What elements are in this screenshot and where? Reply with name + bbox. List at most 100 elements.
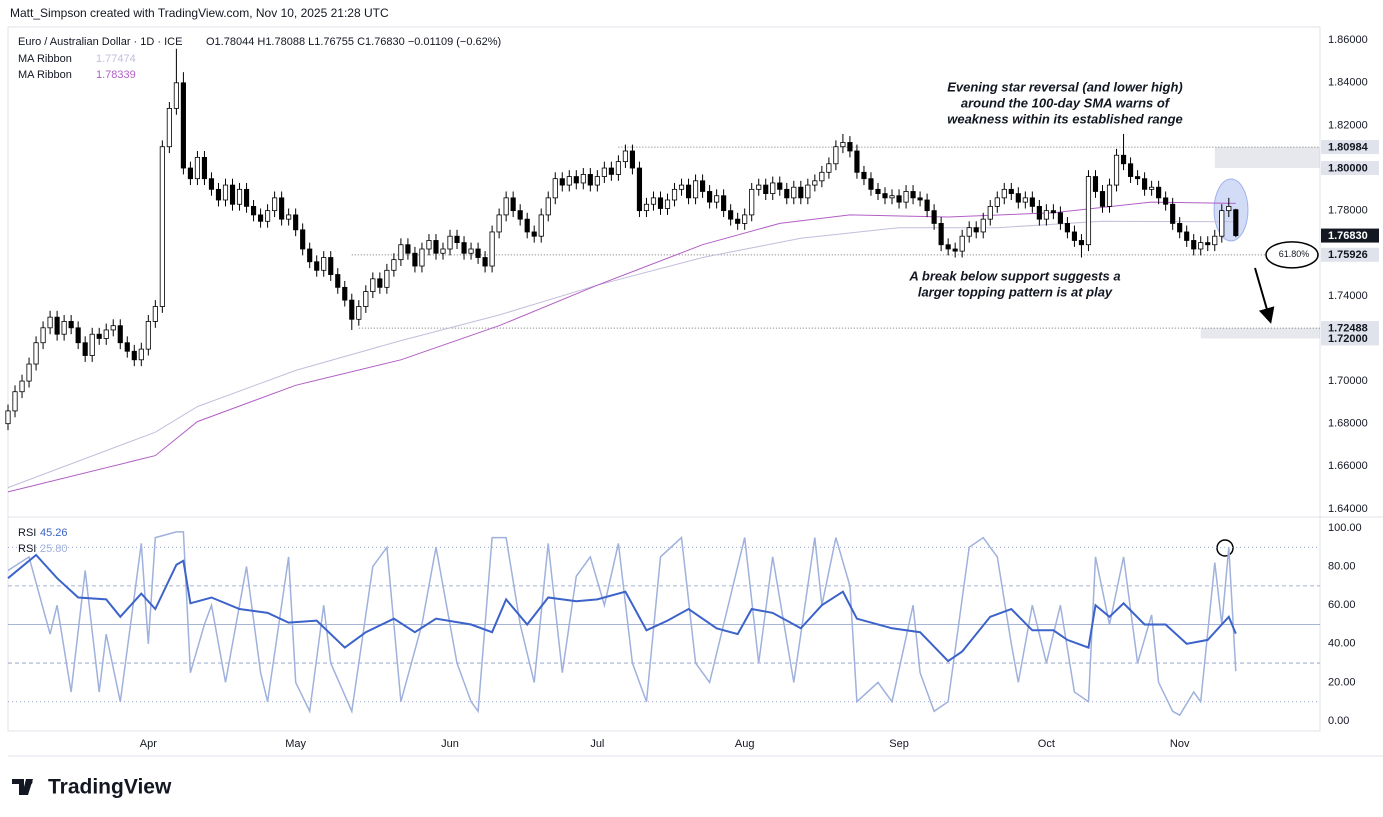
candle-body <box>615 161 621 175</box>
candle-body <box>938 223 944 246</box>
candle-body <box>314 261 320 271</box>
candle-body <box>826 163 832 173</box>
candle-body <box>370 278 376 292</box>
candle-body <box>1057 212 1063 224</box>
candle-body <box>664 199 671 209</box>
candle-body <box>468 248 474 254</box>
y-tick-label: 1.78000 <box>1328 205 1368 217</box>
candle-body <box>917 197 923 201</box>
candle-body <box>321 257 327 271</box>
candle-body <box>208 178 215 190</box>
candle-body <box>75 327 81 344</box>
candle-body <box>714 195 720 203</box>
candle-body <box>398 244 404 261</box>
candle-body <box>475 248 481 258</box>
candle-body <box>980 218 986 233</box>
legend-name: MA Ribbon <box>18 53 72 65</box>
y-tick-label: 1.74000 <box>1328 290 1368 302</box>
x-tick-label: Jul <box>590 738 604 750</box>
candle-body <box>707 191 713 203</box>
candle-body <box>833 146 839 165</box>
rsi-line <box>7 553 1237 663</box>
candle-body <box>1135 176 1141 180</box>
candle-body <box>454 235 460 243</box>
zone <box>1200 328 1320 339</box>
legend-name: MA Ribbon <box>18 69 72 81</box>
candle-body <box>335 274 341 288</box>
y-tick-label: 20.00 <box>1328 676 1356 688</box>
candle-body <box>1226 205 1232 212</box>
candle-body <box>538 214 544 237</box>
candle-body <box>601 167 607 177</box>
candle-body <box>594 176 600 186</box>
candle-body <box>1212 235 1218 246</box>
candle-body <box>657 197 664 209</box>
candle-body <box>643 203 650 212</box>
candle-body <box>1001 188 1007 199</box>
candle-body <box>1142 178 1148 190</box>
candle-body <box>868 178 874 190</box>
x-tick-label: Sep <box>889 738 909 750</box>
candle-body <box>279 197 285 220</box>
candle-body <box>1099 191 1106 207</box>
candle-body <box>587 174 593 186</box>
y-tick-label: 1.82000 <box>1328 119 1368 131</box>
candle-body <box>882 193 888 199</box>
candle-body <box>426 240 432 250</box>
ma-line <box>7 201 1236 493</box>
level-label-box <box>1321 140 1379 155</box>
x-tick-label: Nov <box>1170 738 1190 750</box>
y-tick-label: 1.86000 <box>1328 34 1368 46</box>
candle-body <box>1177 223 1183 233</box>
candle-body <box>117 325 123 344</box>
candle-body <box>671 188 678 201</box>
last-price: 1.76830 <box>1328 230 1368 242</box>
candle-body <box>847 142 853 152</box>
candle-body <box>1113 154 1120 186</box>
credit: Matt_Simpson created with TradingView.co… <box>10 6 389 20</box>
candle-body <box>1092 176 1099 192</box>
brand: TradingView <box>12 776 172 799</box>
candle-body <box>47 316 53 329</box>
rsi-line <box>7 531 1237 717</box>
y-tick-label: 80.00 <box>1328 560 1356 572</box>
candle-body <box>166 107 172 148</box>
candle-body <box>622 150 628 163</box>
candle-body <box>342 286 348 301</box>
candle-body <box>1043 210 1049 220</box>
level-label: 1.75926 <box>1328 249 1368 261</box>
candle-body <box>391 259 397 271</box>
candle-body <box>1022 197 1028 203</box>
candle-body <box>742 214 748 224</box>
zone-label-box <box>1321 331 1379 346</box>
candle-body <box>966 227 972 237</box>
legend-quote: O1.78044 H1.78088 L1.76755 C1.76830 −0.0… <box>206 36 501 48</box>
candle-body <box>770 182 776 195</box>
level-label: 1.80984 <box>1328 141 1369 153</box>
annotation: A break below support suggests a <box>908 268 1120 283</box>
candle-body <box>692 180 699 199</box>
candle-body <box>377 278 383 288</box>
zone-label-box <box>1321 161 1379 176</box>
y-tick-label: 0.00 <box>1328 715 1349 727</box>
x-tick-label: Jun <box>441 738 459 750</box>
candle-body <box>180 82 186 169</box>
candle-body <box>1205 242 1211 246</box>
candle-body <box>258 214 264 222</box>
candle-body <box>286 214 292 220</box>
candle-body <box>61 321 67 335</box>
x-tick-label: Aug <box>735 738 755 750</box>
candle-body <box>243 188 250 207</box>
candle-body <box>749 188 755 216</box>
candle-body <box>26 363 32 382</box>
candle-body <box>1050 210 1056 214</box>
candle-body <box>1149 186 1155 190</box>
candle-body <box>1029 197 1035 207</box>
candle-body <box>1078 240 1085 246</box>
candle-body <box>1106 184 1113 207</box>
legend-value: 45.26 <box>40 527 68 539</box>
candle-body <box>489 231 495 267</box>
y-tick-label: 1.68000 <box>1328 418 1368 430</box>
